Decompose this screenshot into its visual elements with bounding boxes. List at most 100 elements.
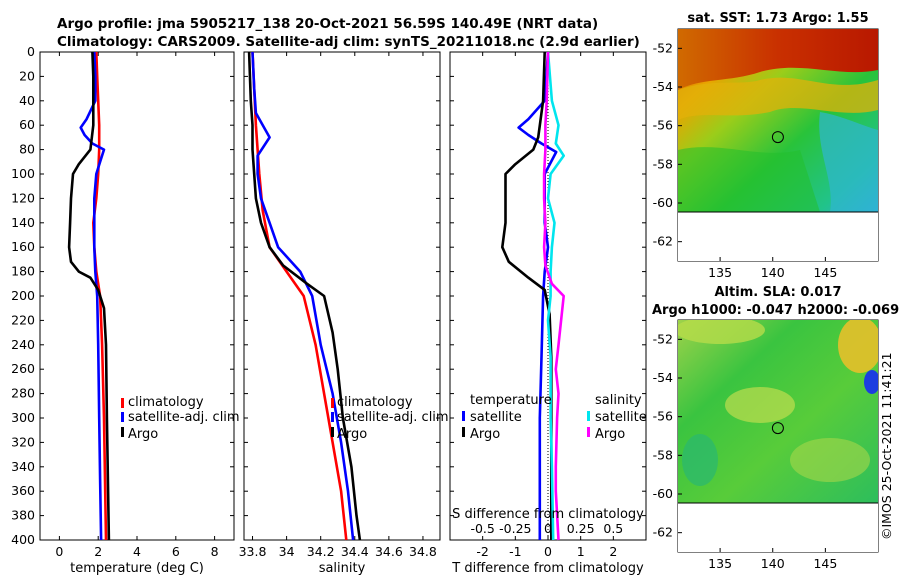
temperature-axes-frame [39, 51, 235, 541]
map-y-tick-label: -62 [653, 234, 673, 249]
salinity-xlabel: salinity [319, 561, 366, 576]
sla-low-region [682, 434, 718, 486]
depth-tick-label: 320 [11, 434, 35, 449]
x-tick-label: 34.8 [409, 544, 437, 559]
legend-swatch-climatology [121, 398, 124, 408]
x-tick-label: 33.8 [239, 544, 267, 559]
legend-label-satellite: satellite-adj. clim [337, 410, 449, 425]
legend-label-s-argo: Argo [595, 427, 625, 442]
legend-swatch-argo [331, 427, 334, 437]
salinity-legend: climatology satellite-adj. clim Argo [331, 395, 449, 442]
x-tick-label: 8 [211, 544, 219, 559]
legend-label-t-satellite: satellite [470, 410, 522, 425]
map-y-tick-label: -52 [653, 40, 673, 55]
x-tick-label: -2 [476, 544, 488, 559]
series-line-climatology [251, 51, 348, 541]
series-line-argo [67, 51, 111, 541]
legend-swatch-satellite [121, 412, 124, 422]
depth-tick-label: 220 [11, 312, 35, 327]
temperature-plot-area: 0 2 4 6 8 [40, 51, 234, 559]
depth-tick-label: 160 [11, 239, 35, 254]
depth-tick-label: 200 [11, 288, 35, 303]
x-tick-label: 34.4 [341, 544, 369, 559]
legend-label-t-argo: Argo [470, 427, 500, 442]
depth-tick-label: 60 [19, 117, 35, 132]
sst-green-region [678, 147, 820, 212]
temperature-legend: climatology satellite-adj. clim Argo [121, 395, 240, 442]
salinity-axes-frame [243, 51, 441, 541]
sla-tick-labels: -52 -54 -56 -58 -60 -62 135 140 145 [653, 331, 838, 571]
map-y-tick-label: -60 [653, 195, 673, 210]
x-tick-label: 6 [172, 544, 180, 559]
sst-transition-band [678, 77, 878, 120]
map-y-tick-label: -62 [653, 525, 673, 540]
map-y-tick-label: -58 [653, 447, 673, 462]
map-y-tick-label: -54 [653, 370, 673, 385]
temperature-xlabel: temperature (deg C) [70, 561, 204, 576]
x-tick-label: 0 [544, 544, 552, 559]
series-line-s-satellite [546, 51, 566, 541]
map-y-tick-label: -54 [653, 79, 673, 94]
chart-title-line1: Argo profile: jma 5905217_138 20-Oct-202… [57, 16, 598, 32]
legend-swatch-climatology [331, 398, 334, 408]
sla-no-data [678, 503, 878, 552]
difference-secondary-xlabel: S difference from climatology [452, 507, 644, 522]
map-x-tick-label: 140 [761, 265, 785, 280]
secondary-tick-label: 0 [544, 521, 552, 536]
map-x-tick-label: 135 [708, 265, 732, 280]
depth-tick-label: 240 [11, 337, 35, 352]
legend-swatch-s-argo [587, 427, 590, 437]
legend-swatch-t-argo [462, 427, 465, 437]
x-tick-label: 2 [94, 544, 102, 559]
sla-ridge [678, 320, 765, 344]
secondary-tick-label: 0.5 [603, 521, 623, 536]
depth-tick-label: 40 [19, 93, 35, 108]
secondary-tick-label: 0.25 [567, 521, 595, 536]
sst-map-panel: sat. SST: 1.73 Argo: 1.55 -52 -54 -56 -58 -6… [653, 11, 879, 280]
depth-tick-label: 100 [11, 166, 35, 181]
legend-label-satellite: satellite-adj. clim [128, 410, 240, 425]
x-tick-label: 0 [55, 544, 63, 559]
series-line-s-argo [542, 51, 566, 541]
secondary-tick-label: -0.5 [470, 521, 494, 536]
map-y-tick-label: -56 [653, 409, 673, 424]
sla-map-panel: Altim. SLA: 0.017 Argo h1000: -0.047 h20… [652, 285, 899, 571]
legend-label-argo: Argo [337, 427, 367, 442]
depth-tick-label: 280 [11, 386, 35, 401]
series-line-argo [247, 51, 362, 541]
x-tick-label: 34.2 [307, 544, 335, 559]
legend-swatch-s-satellite [587, 411, 590, 421]
series-line-t-argo [500, 51, 553, 540]
x-tick-label: 34.6 [375, 544, 403, 559]
depth-tick-label: 20 [19, 68, 35, 83]
series-line-satellite-adj-clim [251, 51, 355, 541]
map-y-tick-label: -58 [653, 156, 673, 171]
depth-tick-label: 260 [11, 361, 35, 376]
salinity-plot-area: 33.8 34 34.2 34.4 34.6 34.8 [239, 51, 440, 559]
legend-swatch-satellite [331, 412, 334, 422]
depth-tick-label: 380 [11, 508, 35, 523]
sla-map-title-line2: Argo h1000: -0.047 h2000: -0.069 [652, 303, 899, 318]
difference-legend: temperature satellite Argo salinity sate… [462, 393, 647, 442]
sst-tick-labels: -52 -54 -56 -58 -60 -62 135 140 145 [653, 40, 838, 280]
legend-title-temperature: temperature [470, 393, 552, 408]
x-tick-label: 4 [133, 544, 141, 559]
panel-difference: -2 -1 0 1 2 [449, 51, 647, 559]
depth-tick-label: 300 [11, 410, 35, 425]
depth-tick-label: 400 [11, 532, 35, 547]
difference-secondary-tick-labels: -0.5 -0.25 0 0.25 0.5 [470, 521, 623, 536]
legend-label-climatology: climatology [128, 395, 204, 410]
legend-swatch-argo [121, 427, 124, 437]
depth-tick-label: 0 [27, 44, 35, 59]
sla-high-region [838, 320, 878, 373]
map-x-tick-label: 145 [813, 265, 837, 280]
map-y-tick-label: -52 [653, 331, 673, 346]
legend-label-climatology: climatology [337, 395, 413, 410]
sst-argo-location-marker [771, 131, 784, 144]
x-tick-label: 1 [577, 544, 585, 559]
map-x-tick-label: 135 [708, 556, 732, 571]
sst-warm-region [678, 29, 878, 90]
sla-patch [725, 387, 795, 423]
legend-swatch-t-satellite [462, 411, 465, 421]
depth-tick-label: 340 [11, 459, 35, 474]
